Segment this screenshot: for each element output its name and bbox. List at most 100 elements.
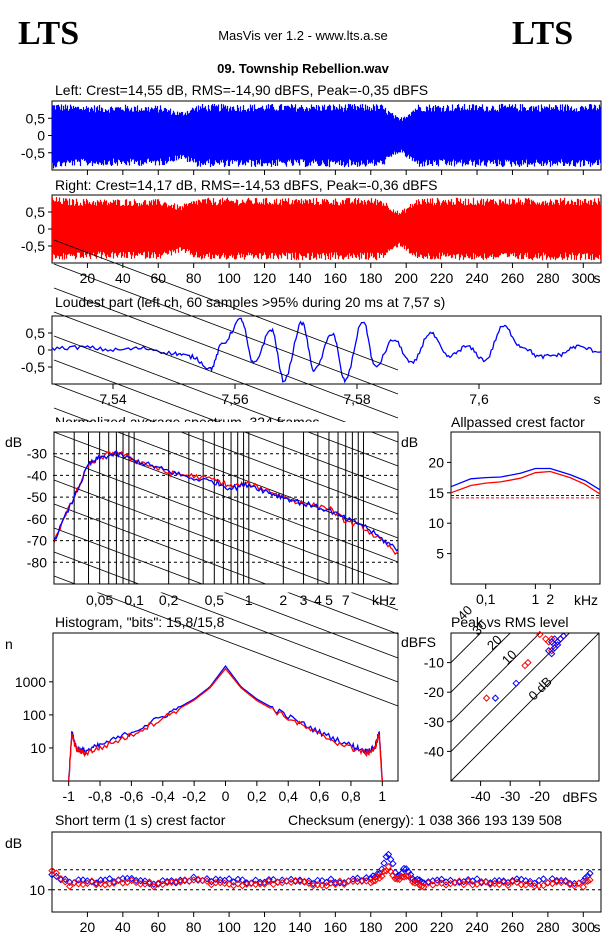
shortterm-point	[411, 879, 419, 887]
histogram-trace	[68, 665, 383, 782]
shortterm-point	[150, 883, 158, 891]
allpass-x-unit: kHz	[574, 592, 598, 608]
shortterm-point	[362, 874, 371, 882]
shortterm-point	[318, 881, 326, 890]
spectrum-mask-bottom	[54, 584, 398, 593]
histogram-x-label: 1	[378, 788, 386, 804]
histogram-x-label: -1	[62, 788, 75, 804]
shortterm-point	[61, 878, 69, 886]
allpass-trace	[450, 467, 601, 491]
shortterm-point	[584, 877, 592, 886]
loudest-y-label: -0,5	[21, 359, 45, 375]
shortterm-point	[313, 881, 322, 889]
allpass-x-label: 0,1	[476, 591, 496, 607]
shortterm-x-unit: s	[594, 919, 601, 935]
shortterm-point	[495, 876, 503, 885]
shortterm-point	[203, 877, 211, 885]
shortterm-x-label: 40	[115, 919, 131, 935]
shortterm-point	[291, 876, 300, 885]
shortterm-point	[344, 877, 353, 885]
peakrms-frame	[450, 632, 600, 782]
peakrms-diagonal-label: 10	[499, 647, 520, 668]
logo-left: LTS	[18, 15, 79, 52]
time-label: 80	[186, 270, 202, 286]
shortterm-point	[57, 875, 65, 883]
shortterm-point	[305, 877, 313, 885]
peakrms-point	[536, 630, 544, 639]
right-wave-y-label: -0,5	[21, 238, 45, 254]
shortterm-point	[234, 875, 242, 884]
spectrum-frame-outline	[53, 431, 399, 585]
shortterm-x-label: 120	[253, 919, 277, 935]
shortterm-point	[508, 877, 517, 886]
file-title: 09. Township Rebellion.wav	[217, 61, 389, 76]
shortterm-point	[127, 876, 136, 885]
slope-line	[53, 383, 399, 515]
shortterm-point	[548, 875, 557, 883]
shortterm-point	[220, 879, 229, 888]
spectrum-trace	[53, 450, 399, 556]
spectrum-x-label: 3	[300, 592, 308, 608]
time-unit: s	[594, 270, 601, 286]
shortterm-x-label: 200	[395, 919, 419, 935]
histogram-x-label: -0,4	[151, 788, 175, 804]
peakrms-y-label: -30	[424, 714, 444, 730]
shortterm-point	[331, 880, 340, 888]
shortterm-point	[278, 876, 286, 884]
spectrum-x-label: 7	[342, 592, 350, 608]
shortterm-point	[495, 880, 503, 889]
loudest-x-label: 7,56	[221, 391, 248, 407]
peakrms-title: Peak vs RMS level	[451, 614, 568, 630]
shortterm-point	[522, 877, 530, 885]
spectrum-y-unit: dB	[5, 434, 22, 450]
allpass-y-label: 15	[428, 485, 444, 501]
histogram-x-label: 0,8	[341, 788, 361, 804]
histogram-x-label: -0,2	[182, 788, 206, 804]
spectrum-slope-lines	[53, 239, 399, 707]
histogram-trace	[68, 667, 383, 782]
slope-line	[53, 503, 399, 635]
shortterm-point	[473, 875, 481, 883]
loudest-y-label: 0,5	[26, 325, 46, 341]
left-wave-y-label: 0,5	[26, 110, 46, 126]
shortterm-x-label: 160	[324, 919, 348, 935]
shortterm-point	[369, 877, 377, 885]
spectrum-x-unit: kHz	[372, 592, 396, 608]
shortterm-x-label: 240	[465, 919, 489, 935]
shortterm-point	[375, 874, 384, 882]
shortterm-point	[300, 877, 309, 886]
histogram-y-unit: n	[5, 636, 13, 652]
allpass-x-label: 2	[546, 591, 554, 607]
shortterm-point	[296, 876, 304, 884]
shortterm-x-label: 280	[536, 919, 560, 935]
peakrms-point	[547, 650, 556, 658]
shortterm-point	[499, 878, 508, 886]
spectrum-x-label: 0,2	[159, 592, 179, 608]
slope-line	[53, 527, 399, 659]
allpass-y-unit: dB	[401, 434, 418, 450]
shortterm-point	[243, 879, 251, 887]
shortterm-point	[74, 880, 83, 888]
shortterm-point	[167, 876, 176, 885]
right-wave-y-label: 0	[37, 221, 45, 237]
shortterm-point	[194, 875, 202, 884]
shortterm-point	[446, 876, 455, 885]
spectrum-mask-left	[0, 402, 53, 614]
shortterm-point	[384, 850, 393, 859]
loudest-x-label: 7,6	[469, 391, 489, 407]
shortterm-point	[378, 872, 386, 880]
shortterm-point	[575, 879, 583, 888]
time-label: 120	[253, 270, 277, 286]
allpass-frame	[450, 431, 601, 585]
shortterm-point	[136, 876, 145, 885]
shortterm-point	[340, 880, 348, 889]
shortterm-point	[393, 875, 402, 883]
shortterm-point	[158, 876, 167, 885]
shortterm-point	[141, 877, 149, 885]
loudest-title: Loudest part (left ch, 60 samples >95% d…	[55, 294, 445, 310]
shortterm-point	[305, 879, 313, 887]
histogram-x-label: 0,6	[310, 788, 330, 804]
slope-line	[53, 431, 399, 563]
peakrms-point	[553, 638, 562, 646]
shortterm-point	[203, 875, 211, 883]
